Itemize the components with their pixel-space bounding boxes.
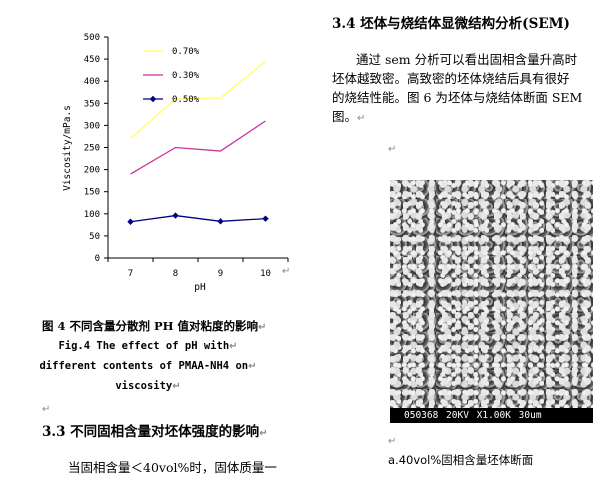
x-tick-label: 9: [218, 269, 223, 279]
section-3-3-heading: 3.3 不同固相含量对坯体强度的影响↵: [42, 424, 268, 440]
legend-label: 0.50%: [172, 95, 200, 105]
section-3-4-heading: 3.4 坯体与烧结体显微结构分析(SEM): [332, 16, 570, 32]
data-point: [127, 218, 134, 225]
series-line: [130, 120, 266, 175]
paragraph-mark: ↵: [388, 144, 397, 155]
x-tick-label: 8: [173, 269, 178, 279]
paragraph-mark: ↵: [388, 436, 397, 447]
y-tick-label: 250: [84, 144, 100, 154]
y-tick-label: 0: [95, 254, 100, 264]
sem-info-bar: 050368 20KV X1.00K 30um: [390, 408, 593, 423]
figure4-caption-en-3: viscosity↵: [115, 380, 181, 392]
section-3-3-text: 当固相含量＜40vol%时，固体质量一: [68, 460, 277, 475]
paragraph-mark: ↵: [42, 404, 51, 415]
section-3-4-paragraph: 通过 sem 分析可以看出固相含量升高时 坯体越致密。高致密的坯体烧结后具有很好…: [332, 52, 583, 124]
legend-marker: [149, 95, 157, 103]
viscosity-chart: 0 50 100 150 200 250 300 350 400 450 500 7 8 9 10 0.70…: [62, 33, 289, 293]
chart-legend: 0.70% 0.30% 0.50%: [143, 47, 200, 105]
chart-series: [127, 60, 269, 225]
x-tick-label: 7: [128, 269, 133, 279]
y-tick-label: 300: [84, 121, 100, 131]
data-point: [262, 215, 269, 222]
figure4-caption-en-2: different contents of PMAA-NH4 on↵: [39, 360, 257, 372]
y-tick-label: 100: [84, 210, 100, 220]
y-tick-label: 450: [84, 55, 100, 65]
y-axis-label: Viscosity/mPa.s: [62, 105, 73, 191]
chart-ticks: 0 50 100 150 200 250 300 350 400 450 500 7 8 9 10: [84, 33, 289, 279]
sem-micrograph: 050368 20KV X1.00K 30um: [390, 180, 593, 423]
x-axis-label: pH: [194, 282, 206, 293]
series-line: [130, 60, 266, 140]
figure6-caption-a: a.40vol%固相含量坯体断面: [388, 453, 534, 467]
legend-label: 0.30%: [172, 71, 200, 81]
series-line: [130, 214, 266, 223]
y-tick-label: 200: [84, 166, 100, 176]
x-tick-label: 10: [260, 269, 271, 279]
y-tick-label: 400: [84, 77, 100, 87]
legend-label: 0.70%: [172, 47, 200, 57]
data-point: [172, 212, 179, 219]
y-tick-label: 50: [89, 232, 100, 242]
y-tick-label: 150: [84, 188, 100, 198]
y-tick-label: 350: [84, 99, 100, 109]
figure4-caption-cn: 图 4 不同含量分散剂 PH 值对粘度的影响↵: [42, 319, 267, 333]
data-point: [217, 218, 224, 225]
paragraph-mark: ↵: [282, 266, 291, 277]
y-tick-label: 500: [84, 33, 100, 43]
figure4-caption-en-1: Fig.4 The effect of pH with↵: [58, 340, 238, 352]
